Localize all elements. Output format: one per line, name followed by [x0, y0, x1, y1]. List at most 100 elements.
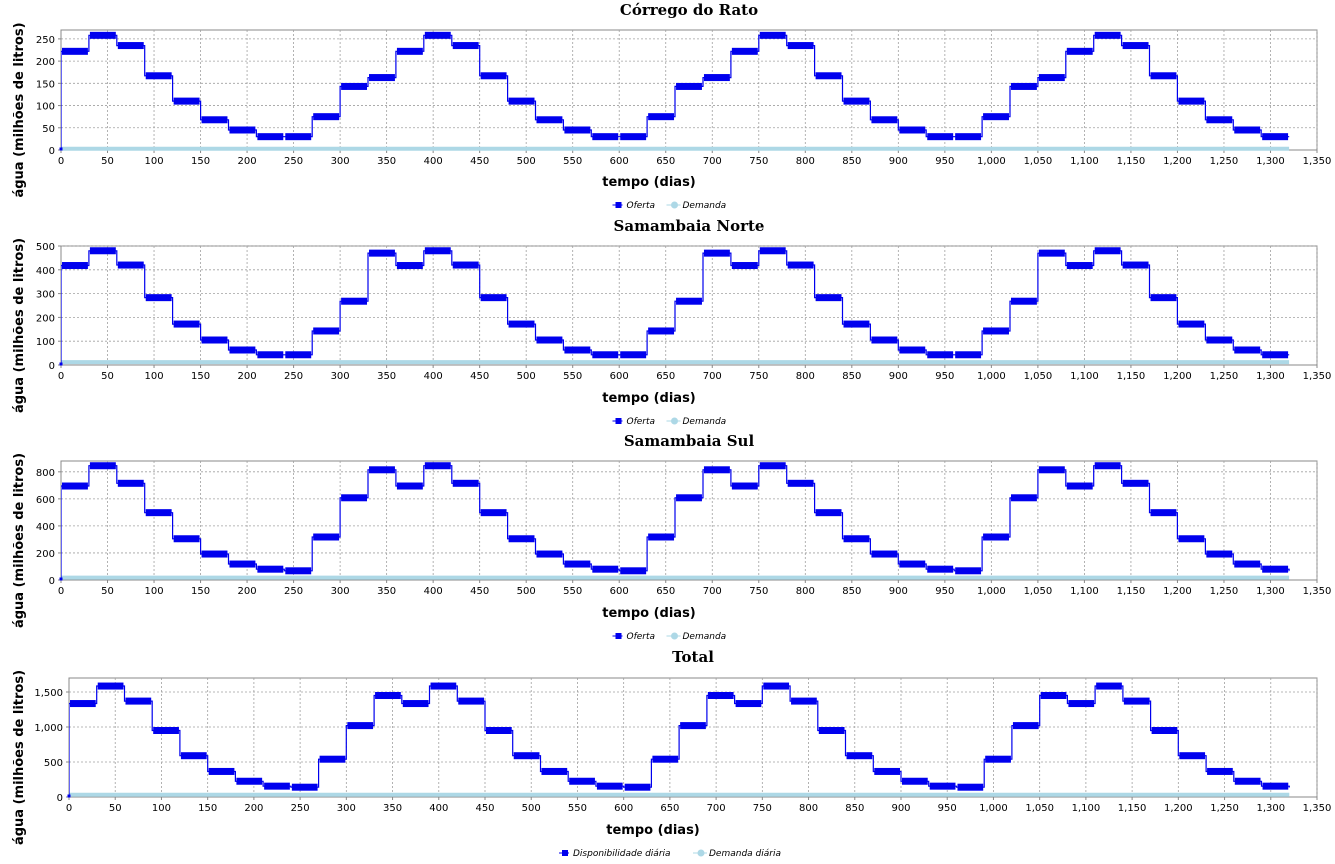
series-line-oferta — [61, 34, 1290, 150]
x-tick-label: 300 — [331, 371, 350, 382]
series-segment — [983, 533, 1009, 541]
series-segment — [759, 31, 786, 39]
series-group — [69, 682, 1290, 797]
series-segment — [1262, 565, 1289, 573]
series-segment — [592, 351, 619, 359]
x-tick-label: 850 — [842, 156, 861, 167]
series-segment — [1010, 82, 1037, 90]
legend-item-oferta: Disponibilidade diária — [559, 849, 671, 859]
x-tick-label: 1,000 — [977, 156, 1006, 167]
x-tick-label: 600 — [610, 156, 629, 167]
y-tick-label: 600 — [36, 495, 55, 506]
series-segment — [1151, 727, 1178, 734]
x-tick-label: 250 — [284, 586, 303, 597]
series-segment — [424, 31, 451, 39]
series-segment — [1038, 466, 1065, 474]
series-line-oferta — [61, 465, 1290, 580]
series-segment — [624, 783, 651, 791]
chart-title: Samambaia Norte — [614, 217, 765, 235]
x-tick-label: 1,050 — [1025, 803, 1054, 814]
x-tick-label: 600 — [610, 371, 629, 382]
legend-label: Demanda — [683, 632, 727, 642]
x-tick-label: 1,000 — [977, 371, 1006, 382]
x-tick-label: 450 — [470, 371, 489, 382]
legend-swatch — [615, 418, 622, 424]
x-tick-label: 1,200 — [1163, 371, 1192, 382]
x-tick-label: 150 — [191, 586, 210, 597]
series-segment — [564, 560, 591, 568]
x-tick-label: 1,350 — [1303, 803, 1332, 814]
legend-swatch — [615, 202, 622, 208]
plot-area — [60, 460, 1318, 581]
x-tick-label: 1,150 — [1118, 803, 1147, 814]
x-tick-label: 950 — [935, 586, 954, 597]
series-segment — [257, 133, 284, 141]
x-tick-label: 450 — [470, 156, 489, 167]
series-segment — [369, 249, 395, 257]
x-tick-label: 550 — [568, 803, 587, 814]
x-tick-label: 1,150 — [1117, 156, 1146, 167]
x-tick-label: 200 — [238, 371, 257, 382]
series-segment — [1122, 261, 1149, 269]
series-segment — [983, 327, 1009, 335]
series-segment — [927, 351, 954, 359]
series-segment — [564, 126, 591, 134]
x-tick-label: 50 — [101, 371, 114, 382]
series-segment — [871, 550, 898, 558]
x-tick-label: 100 — [144, 156, 163, 167]
series-segment — [402, 700, 429, 708]
x-tick-label: 400 — [429, 803, 448, 814]
series-segment — [375, 692, 401, 699]
x-tick-label: 1,000 — [979, 803, 1008, 814]
x-tick-label: 800 — [799, 803, 818, 814]
series-segment — [735, 700, 762, 708]
x-tick-label: 1,200 — [1164, 803, 1193, 814]
x-tick-label: 850 — [842, 586, 861, 597]
series-segment — [285, 351, 312, 359]
x-tick-label: 800 — [796, 371, 815, 382]
x-tick-label: 600 — [614, 803, 633, 814]
x-tick-label: 500 — [522, 803, 541, 814]
y-tick-label: 800 — [36, 468, 55, 479]
x-tick-label: 50 — [101, 586, 114, 597]
series-segment — [1094, 462, 1121, 470]
series-segment — [508, 320, 535, 328]
series-segment — [815, 294, 842, 302]
series-segment — [1178, 320, 1205, 328]
series-segment — [929, 782, 956, 790]
series-segment — [955, 133, 982, 141]
chart-svg: Samambaia Norte 0 50 100 150 200 250 300 350 400 4… — [12, 217, 1331, 427]
chart-svg: Total 0 50 100 150 200 250 300 350 400 450 500 550 60… — [12, 648, 1332, 859]
x-tick-label: 200 — [238, 156, 257, 167]
y-tick-label: 400 — [36, 266, 55, 277]
series-segment — [1010, 297, 1037, 305]
x-tick-label: 600 — [610, 586, 629, 597]
y-tick-label: 0 — [49, 576, 55, 587]
y-tick-label: 0 — [49, 146, 55, 157]
x-tick-label: 250 — [284, 371, 303, 382]
series-segment — [180, 752, 207, 760]
x-tick-label: 650 — [656, 586, 675, 597]
series-segment — [648, 113, 675, 121]
series-segment — [731, 47, 758, 55]
series-segment — [1150, 72, 1177, 80]
x-tick-label: 500 — [517, 156, 536, 167]
x-tick-label: 400 — [424, 586, 443, 597]
legend-item-oferta: Oferta — [612, 201, 655, 211]
y-tick-label: 1,500 — [34, 688, 63, 699]
series-segment — [319, 755, 346, 763]
series-segment — [313, 533, 340, 541]
series-segment — [652, 755, 679, 763]
series-segment — [89, 31, 116, 39]
series-segment — [676, 494, 702, 502]
series-segment — [955, 567, 982, 575]
legend-item-demanda: Demanda — [666, 632, 727, 642]
x-tick-label: 1,250 — [1210, 371, 1239, 382]
x-tick-label: 1,200 — [1163, 156, 1192, 167]
series-segment — [536, 336, 563, 344]
series-segment — [1010, 494, 1037, 502]
x-tick-label: 0 — [58, 371, 64, 382]
series-segment — [347, 722, 374, 730]
legend: Oferta Demanda — [612, 201, 726, 211]
x-tick-label: 750 — [753, 803, 772, 814]
